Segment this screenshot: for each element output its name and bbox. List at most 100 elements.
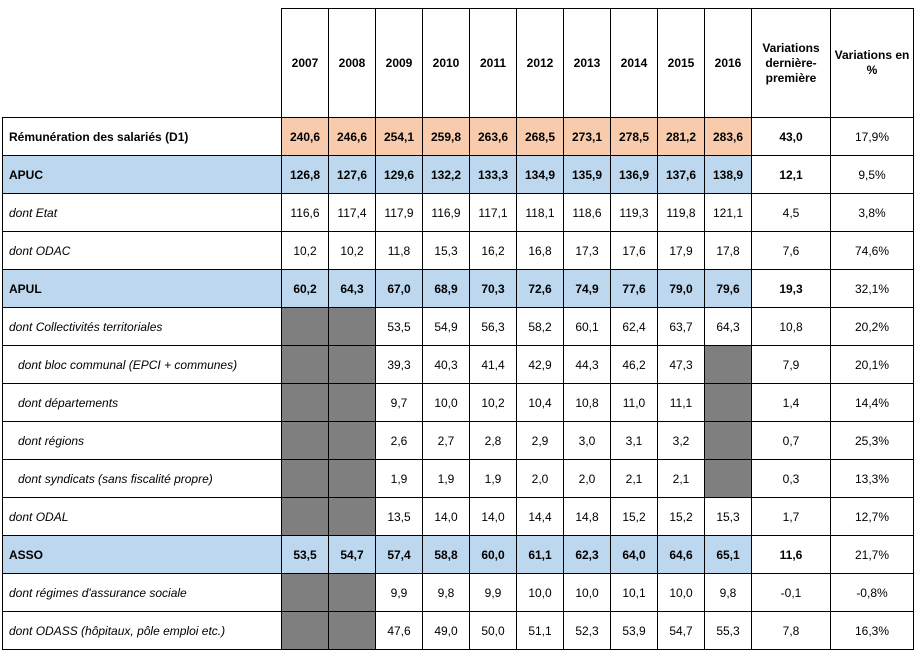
row-label: dont ODAC <box>2 231 282 270</box>
table-row: dont ODAC 10,2 10,2 11,8 15,3 16,2 16,8 17,3 17,… <box>2 231 914 270</box>
table-row: ASSO 53,5 54,7 57,4 58,8 60,0 61,1 62,3 64,0 64,6… <box>2 535 914 574</box>
year-header: 2009 <box>375 8 423 118</box>
value-cell: 118,6 <box>563 193 611 232</box>
value-cell: 268,5 <box>516 117 564 156</box>
variation-pct-cell: 3,8% <box>830 193 914 232</box>
empty-cell <box>328 345 376 384</box>
value-cell: 10,1 <box>610 573 658 612</box>
table-row: dont départements 9,7 10,0 10,2 10,4 10,8 11,0… <box>2 383 914 422</box>
value-cell: 129,6 <box>375 155 423 194</box>
value-cell: 52,3 <box>563 611 611 650</box>
value-cell: 53,9 <box>610 611 658 650</box>
variation-abs-cell: -0,1 <box>751 573 831 612</box>
value-cell: 15,3 <box>704 497 752 536</box>
value-cell: 72,6 <box>516 269 564 308</box>
table-row: APUC 126,8 127,6 129,6 132,2 133,3 134,9 135,9 1… <box>2 155 914 194</box>
table-row: APUL 60,2 64,3 67,0 68,9 70,3 72,6 74,9 77,6 79,0… <box>2 269 914 308</box>
value-cell: 117,9 <box>375 193 423 232</box>
row-label: dont régimes d'assurance sociale <box>2 573 282 612</box>
value-cell: 67,0 <box>375 269 423 308</box>
value-cell: 16,2 <box>469 231 517 270</box>
value-cell: 246,6 <box>328 117 376 156</box>
value-cell: 62,3 <box>563 535 611 574</box>
value-cell: 14,4 <box>516 497 564 536</box>
value-cell: 54,9 <box>422 307 470 346</box>
empty-cell <box>704 345 752 384</box>
empty-cell <box>328 611 376 650</box>
header-row: 2007 2008 2009 2010 2011 2012 2013 2014 … <box>2 8 914 118</box>
value-cell: 132,2 <box>422 155 470 194</box>
value-cell: 42,9 <box>516 345 564 384</box>
value-cell: 56,3 <box>469 307 517 346</box>
value-cell: 54,7 <box>328 535 376 574</box>
row-label: dont Etat <box>2 193 282 232</box>
value-cell: 64,6 <box>657 535 705 574</box>
value-cell: 17,6 <box>610 231 658 270</box>
value-cell: 116,9 <box>422 193 470 232</box>
empty-cell <box>328 497 376 536</box>
year-header: 2008 <box>328 8 376 118</box>
value-cell: 10,0 <box>516 573 564 612</box>
year-header: 2012 <box>516 8 564 118</box>
value-cell: 2,7 <box>422 421 470 460</box>
table-row: dont ODASS (hôpitaux, pôle emploi etc.) 4… <box>2 611 914 650</box>
value-cell: 60,1 <box>563 307 611 346</box>
value-cell: 1,9 <box>469 459 517 498</box>
value-cell: 121,1 <box>704 193 752 232</box>
empty-cell <box>328 307 376 346</box>
row-label: dont Collectivités territoriales <box>2 307 282 346</box>
variation-pct-cell: 32,1% <box>830 269 914 308</box>
value-cell: 15,2 <box>657 497 705 536</box>
value-cell: 17,3 <box>563 231 611 270</box>
year-header: 2014 <box>610 8 658 118</box>
value-cell: 10,0 <box>422 383 470 422</box>
variation-abs-cell: 7,8 <box>751 611 831 650</box>
value-cell: 68,9 <box>422 269 470 308</box>
year-header: 2011 <box>469 8 517 118</box>
variation-pct-cell: 17,9% <box>830 117 914 156</box>
value-cell: 47,3 <box>657 345 705 384</box>
variation-pct-header: Variations en % <box>830 8 914 118</box>
value-cell: 60,0 <box>469 535 517 574</box>
value-cell: 3,1 <box>610 421 658 460</box>
value-cell: 138,9 <box>704 155 752 194</box>
table-row: dont régimes d'assurance sociale 9,9 9,8 9,… <box>2 573 914 612</box>
value-cell: 116,6 <box>281 193 329 232</box>
value-cell: 64,0 <box>610 535 658 574</box>
table-row: Rémunération des salariés (D1) 240,6 246,6… <box>2 117 914 156</box>
value-cell: 58,8 <box>422 535 470 574</box>
value-cell: 65,1 <box>704 535 752 574</box>
value-cell: 2,1 <box>610 459 658 498</box>
value-cell: 119,3 <box>610 193 658 232</box>
variation-abs-cell: 1,7 <box>751 497 831 536</box>
value-cell: 2,9 <box>516 421 564 460</box>
value-cell: 46,2 <box>610 345 658 384</box>
value-cell: 44,3 <box>563 345 611 384</box>
year-header: 2010 <box>422 8 470 118</box>
value-cell: 9,8 <box>704 573 752 612</box>
variation-abs-cell: 0,7 <box>751 421 831 460</box>
value-cell: 47,6 <box>375 611 423 650</box>
row-label: APUL <box>2 269 282 308</box>
value-cell: 14,8 <box>563 497 611 536</box>
value-cell: 14,0 <box>422 497 470 536</box>
row-label: dont bloc communal (EPCI + communes) <box>2 345 282 384</box>
variation-pct-cell: 20,2% <box>830 307 914 346</box>
value-cell: 15,2 <box>610 497 658 536</box>
value-cell: 55,3 <box>704 611 752 650</box>
variation-pct-cell: 21,7% <box>830 535 914 574</box>
value-cell: 281,2 <box>657 117 705 156</box>
value-cell: 283,6 <box>704 117 752 156</box>
empty-cell <box>281 497 329 536</box>
variation-pct-cell: 20,1% <box>830 345 914 384</box>
variation-pct-cell: 12,7% <box>830 497 914 536</box>
empty-cell <box>281 421 329 460</box>
value-cell: 53,5 <box>375 307 423 346</box>
value-cell: 10,0 <box>657 573 705 612</box>
value-cell: 49,0 <box>422 611 470 650</box>
value-cell: 60,2 <box>281 269 329 308</box>
value-cell: 9,9 <box>469 573 517 612</box>
value-cell: 11,8 <box>375 231 423 270</box>
empty-cell <box>281 345 329 384</box>
value-cell: 10,2 <box>469 383 517 422</box>
